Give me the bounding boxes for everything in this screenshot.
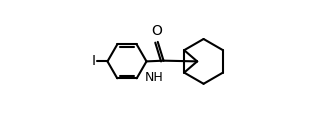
Text: O: O [151, 24, 162, 38]
Text: NH: NH [145, 71, 164, 84]
Text: I: I [92, 54, 96, 68]
